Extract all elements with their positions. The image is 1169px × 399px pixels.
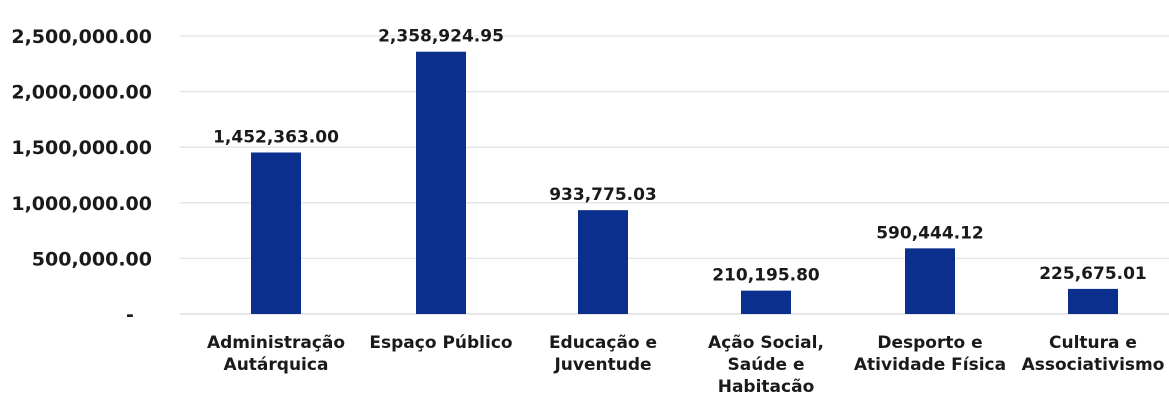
y-tick-label: 2,500,000.00 [11, 26, 152, 48]
x-category-label: Ação Social, Saúde e Habitacão [708, 333, 824, 397]
y-axis-tick-labels: - 500,000.00 1,000,000.00 1,500,000.00 2,000… [11, 26, 152, 326]
x-category-label: Desporto e Atividade Física [854, 333, 1006, 375]
y-tick-label: 1,500,000.00 [11, 137, 152, 159]
bar [416, 51, 466, 314]
y-tick-label: - [126, 304, 134, 326]
bar [251, 152, 301, 314]
bar [905, 248, 955, 314]
data-label: 1,452,363.00 [213, 127, 339, 147]
bar [578, 210, 628, 314]
y-tick-label: 1,000,000.00 [11, 193, 152, 215]
data-label: 590,444.12 [876, 223, 984, 243]
bars [251, 51, 1118, 314]
x-category-label: Cultura e Associativismo [1022, 333, 1165, 375]
data-labels: 1,452,363.00 2,358,924.95 933,775.03 210,19… [213, 27, 1147, 286]
y-tick-label: 500,000.00 [32, 248, 152, 270]
gridlines [180, 35, 1169, 315]
data-label: 2,358,924.95 [378, 27, 504, 47]
x-category-label: Administração Autárquica [207, 333, 345, 375]
x-category-label: Educação e Juventude [549, 333, 657, 375]
data-label: 933,775.03 [549, 185, 657, 205]
x-category-label: Espaço Público [369, 333, 512, 353]
data-label: 225,675.01 [1039, 264, 1147, 284]
category-labels: Administração Autárquica Espaço Público Edu… [207, 333, 1164, 397]
y-tick-label: 2,000,000.00 [11, 82, 152, 104]
bar [741, 290, 791, 314]
bar [1068, 288, 1118, 314]
data-label: 210,195.80 [712, 266, 820, 286]
